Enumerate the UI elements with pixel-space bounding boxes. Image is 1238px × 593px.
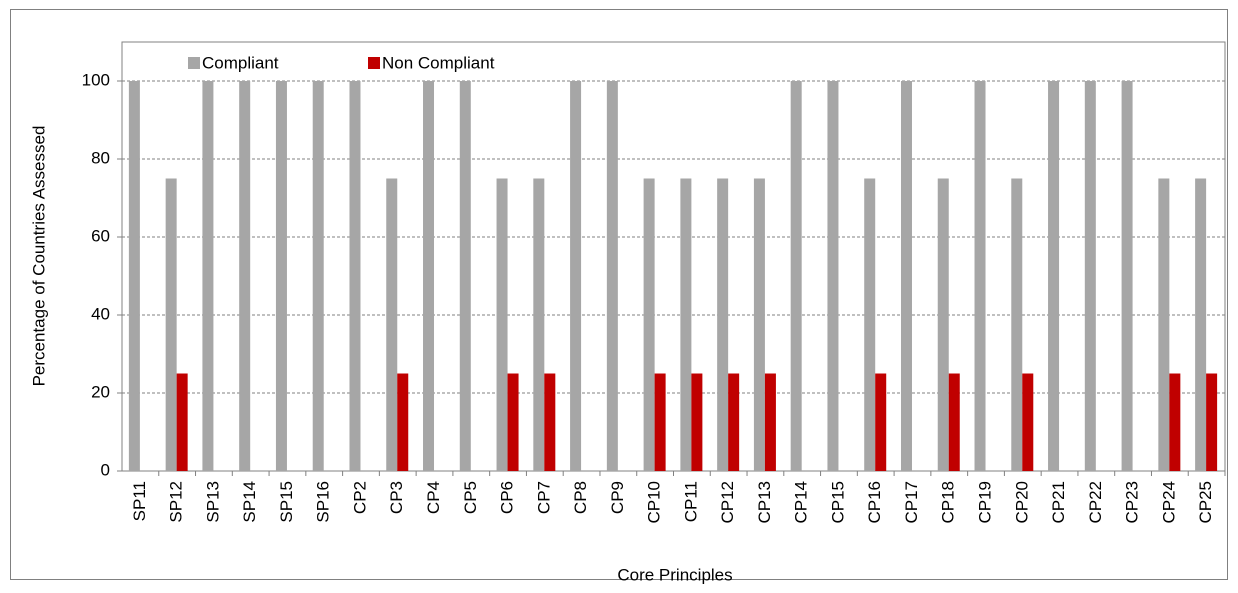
bar <box>937 178 949 471</box>
bar <box>386 178 398 471</box>
bar <box>728 373 740 471</box>
x-tick-label: SP13 <box>203 481 222 523</box>
bar <box>507 373 519 471</box>
x-tick-label: CP19 <box>976 481 995 524</box>
bar <box>496 178 508 471</box>
bar <box>239 81 251 471</box>
bar <box>544 373 556 471</box>
x-tick-label: CP11 <box>681 481 700 522</box>
x-tick-label: CP23 <box>1123 481 1142 524</box>
y-tick-label: 0 <box>101 460 110 479</box>
bar <box>1121 81 1133 471</box>
x-tick-label: CP3 <box>387 481 406 514</box>
x-tick-label: CP9 <box>608 481 627 514</box>
x-tick-label: CP7 <box>534 481 553 514</box>
x-tick-label: CP17 <box>902 481 921 524</box>
y-tick-label: 100 <box>82 70 110 89</box>
x-tick-label: CP10 <box>645 481 664 524</box>
x-tick-label: CP16 <box>865 481 884 524</box>
x-tick-label: CP6 <box>498 481 517 514</box>
x-tick-label: CP15 <box>828 481 847 524</box>
x-tick-label: CP20 <box>1012 481 1031 524</box>
bar <box>900 81 912 471</box>
bar <box>974 81 986 471</box>
plot-area <box>121 41 1226 472</box>
bar <box>1048 81 1060 471</box>
bar <box>459 81 471 471</box>
bar <box>1084 81 1096 471</box>
y-tick-label: 60 <box>91 226 110 245</box>
bar <box>753 178 765 471</box>
bar <box>533 178 545 471</box>
x-tick-label: CP25 <box>1196 481 1215 524</box>
x-tick-label: CP4 <box>424 481 443 514</box>
bar <box>1195 178 1207 471</box>
bar <box>1011 178 1023 471</box>
x-tick-label: CP13 <box>755 481 774 524</box>
legend-swatch <box>368 57 380 69</box>
x-tick-label: SP16 <box>314 481 333 523</box>
bar <box>165 178 177 471</box>
bar <box>643 178 655 471</box>
bar <box>423 81 435 471</box>
bar <box>397 373 409 471</box>
x-tick-label: CP14 <box>792 481 811 524</box>
legend-label: Non Compliant <box>382 53 495 72</box>
x-tick-label: CP5 <box>461 481 480 514</box>
x-axis-label: Core Principles <box>617 565 732 584</box>
legend-label: Compliant <box>202 53 279 72</box>
bar <box>764 373 776 471</box>
bar <box>606 81 618 471</box>
y-axis-label: Percentage of Countries Assessed <box>29 126 48 387</box>
bar <box>275 81 287 471</box>
x-tick-label: SP15 <box>277 481 296 523</box>
x-tick-label: CP24 <box>1159 481 1178 524</box>
x-tick-label: CP18 <box>939 481 958 524</box>
x-tick-label: CP8 <box>571 481 590 514</box>
bar <box>1022 373 1034 471</box>
bar <box>717 178 729 471</box>
x-tick-label: CP12 <box>718 481 737 524</box>
bar <box>827 81 839 471</box>
bar <box>1169 373 1181 471</box>
x-tick-label: CP22 <box>1086 481 1105 524</box>
x-tick-label: CP21 <box>1049 481 1068 524</box>
bar <box>128 81 140 471</box>
legend-swatch <box>188 57 200 69</box>
bar <box>1206 373 1218 471</box>
y-tick-label: 20 <box>91 382 110 401</box>
y-tick-label: 80 <box>91 148 110 167</box>
bar <box>176 373 188 471</box>
x-tick-label: CP2 <box>350 481 369 514</box>
bar <box>202 81 214 471</box>
bar <box>691 373 703 471</box>
x-tick-label: SP11 <box>130 481 149 521</box>
bar <box>312 81 324 471</box>
bar <box>654 373 666 471</box>
x-tick-label: SP14 <box>240 481 259 523</box>
bar <box>790 81 802 471</box>
bar <box>948 373 960 471</box>
bar <box>680 178 692 471</box>
y-tick-label: 40 <box>91 304 110 323</box>
bar <box>1158 178 1170 471</box>
bar <box>349 81 361 471</box>
bar <box>570 81 582 471</box>
bar <box>864 178 876 471</box>
x-tick-label: SP12 <box>167 481 186 523</box>
bar <box>875 373 887 471</box>
